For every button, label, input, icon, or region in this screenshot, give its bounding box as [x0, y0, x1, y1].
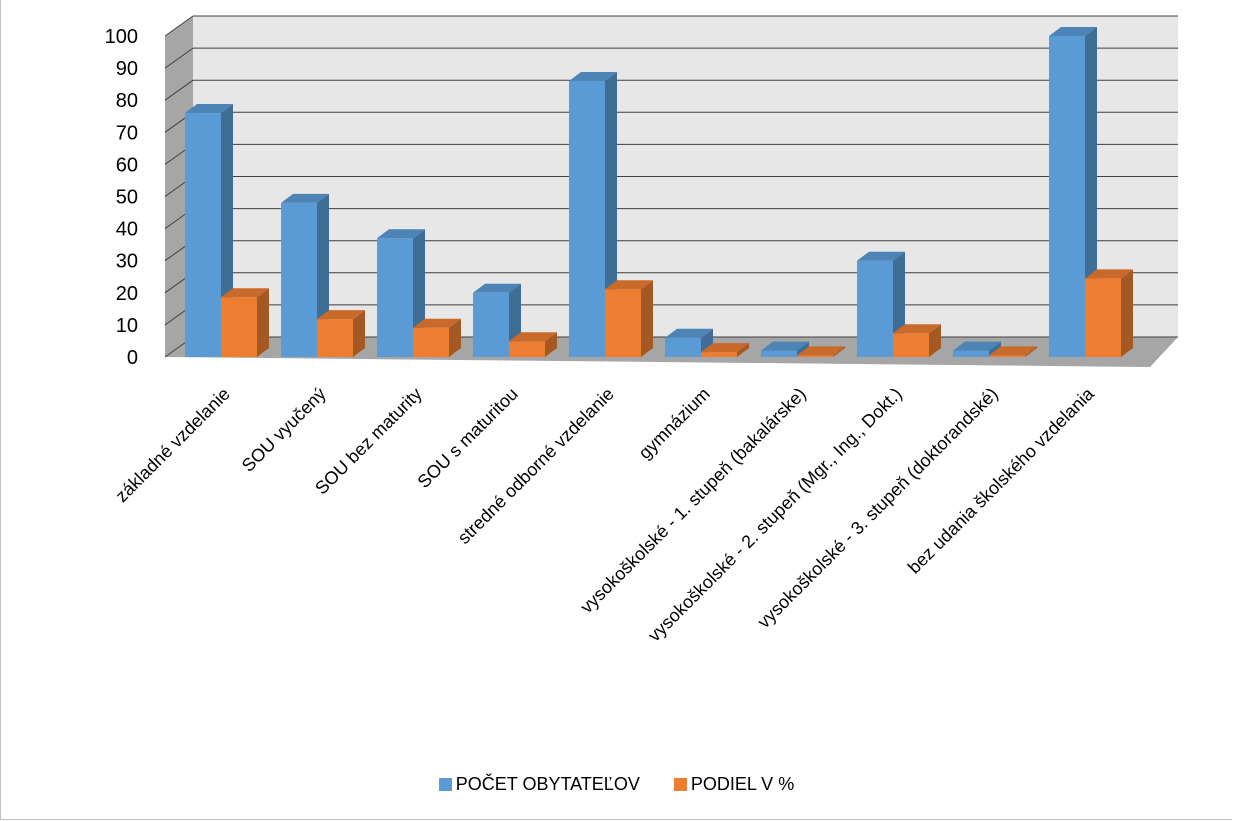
y-tick-label: 100	[105, 26, 138, 48]
legend-item-series-2: PODIEL V %	[673, 774, 795, 795]
y-tick-label: 50	[116, 187, 138, 209]
bar-series-2	[605, 280, 653, 357]
y-tick-label: 0	[127, 347, 138, 369]
bar-series-2	[893, 324, 941, 357]
category-label: SOU vyučený	[238, 384, 330, 476]
bar-series-2-top	[317, 310, 365, 320]
category-label: základné vzdelanie	[111, 384, 233, 506]
bar-series-1-front	[185, 113, 221, 357]
bar-series-1-front	[473, 292, 509, 357]
gridline-side	[164, 47, 194, 69]
y-axis-ticks: 0 10 20 30 40 50 60 70 80 90 100	[105, 26, 138, 369]
bar-series-2-top	[413, 318, 461, 328]
bar-series-2-side	[737, 343, 749, 357]
bar-series-1-front	[569, 80, 605, 357]
bar-series-2-front	[605, 289, 641, 357]
bar-series-2-side	[449, 318, 461, 357]
bar-series-1-top	[761, 341, 809, 351]
bar-series-2-side	[545, 332, 557, 357]
legend-swatch-series-2	[673, 778, 687, 791]
bar-series-2-front	[317, 319, 353, 357]
bar-series-1-top	[665, 328, 713, 338]
category-label: SOU s maturitou	[414, 384, 522, 492]
category-label: gymnázium	[635, 384, 714, 463]
bar-series-1-top	[281, 193, 329, 203]
legend-label-series-1: POČET OBYTATEĽOV	[455, 774, 640, 794]
bar-series-1-front	[281, 202, 317, 357]
category-label: bez udania školského vzdelania	[904, 383, 1099, 578]
y-tick-label: 20	[116, 283, 138, 305]
bar-series-2-side	[833, 346, 845, 357]
category-label: stredné odborné vzdelanie	[454, 384, 618, 548]
bar-series-2-side	[353, 310, 365, 357]
bar-series-2-side	[1121, 269, 1133, 357]
bar-series-1-top	[569, 71, 617, 81]
bar-series-2-front	[893, 333, 929, 357]
legend-item-series-1: POČET OBYTATEĽOV	[438, 774, 640, 795]
bar-series-2-front	[413, 327, 449, 357]
bar-series-1-front	[857, 260, 893, 357]
gridline-side	[164, 15, 194, 37]
y-tick-label: 70	[116, 122, 138, 144]
bar-series-2-side	[1025, 346, 1037, 357]
bar-series-2-front	[797, 355, 833, 357]
bar-series-2-top	[605, 280, 653, 290]
bar-series-1-top	[473, 283, 521, 293]
bar-series-2-top	[701, 343, 749, 353]
bar-series-2-front	[1085, 278, 1121, 357]
bar-series-2-top	[893, 324, 941, 334]
bar-series-2	[317, 310, 365, 357]
bar-series-2	[509, 332, 557, 357]
bar-series-2	[221, 288, 269, 357]
bar-series-2-top	[797, 346, 845, 356]
y-tick-label: 10	[116, 315, 138, 337]
bar-series-2-side	[257, 288, 269, 357]
y-tick-label: 60	[116, 154, 138, 176]
bar-series-1-front	[377, 238, 413, 357]
category-label: SOU bez maturity	[311, 384, 426, 499]
bar-series-2-front	[509, 341, 545, 357]
bar-series-2	[701, 343, 749, 357]
bar-series-1-top	[953, 341, 1001, 351]
bar-series-1-top	[185, 104, 233, 114]
bars	[185, 27, 1133, 357]
y-tick-label: 90	[116, 58, 138, 80]
bar-series-2-top	[221, 288, 269, 298]
bar-series-2-front	[221, 297, 257, 357]
bar-series-2	[1085, 269, 1133, 357]
bar-series-1-front	[953, 350, 989, 357]
bar-series-1-front	[1049, 36, 1085, 357]
bar-series-2	[413, 318, 461, 357]
bar-series-2	[797, 346, 845, 357]
bar-series-2-side	[641, 280, 653, 357]
bar-series-1-top	[377, 229, 425, 239]
bar-series-1-top	[857, 251, 905, 261]
bar-series-2-front	[989, 355, 1025, 357]
y-tick-label: 80	[116, 90, 138, 112]
bar-series-1-top	[1049, 27, 1097, 36]
bar-series-2-top	[989, 346, 1037, 356]
bar-series-2-front	[701, 352, 737, 357]
bar-series-1-front	[761, 350, 797, 357]
bar-series-2-side	[929, 324, 941, 357]
gridline-side	[164, 79, 194, 101]
legend-label-series-2: PODIEL V %	[690, 774, 795, 794]
legend: POČET OBYTATEĽOV PODIEL V %	[0, 774, 1233, 795]
legend-swatch-series-1	[438, 778, 452, 791]
y-tick-label: 40	[116, 219, 138, 241]
bar-series-1-front	[665, 337, 701, 357]
y-tick-label: 30	[116, 251, 138, 273]
bar-series-2	[989, 346, 1037, 357]
bar-series-2-top	[509, 332, 557, 342]
bar-series-2-top	[1085, 269, 1133, 279]
